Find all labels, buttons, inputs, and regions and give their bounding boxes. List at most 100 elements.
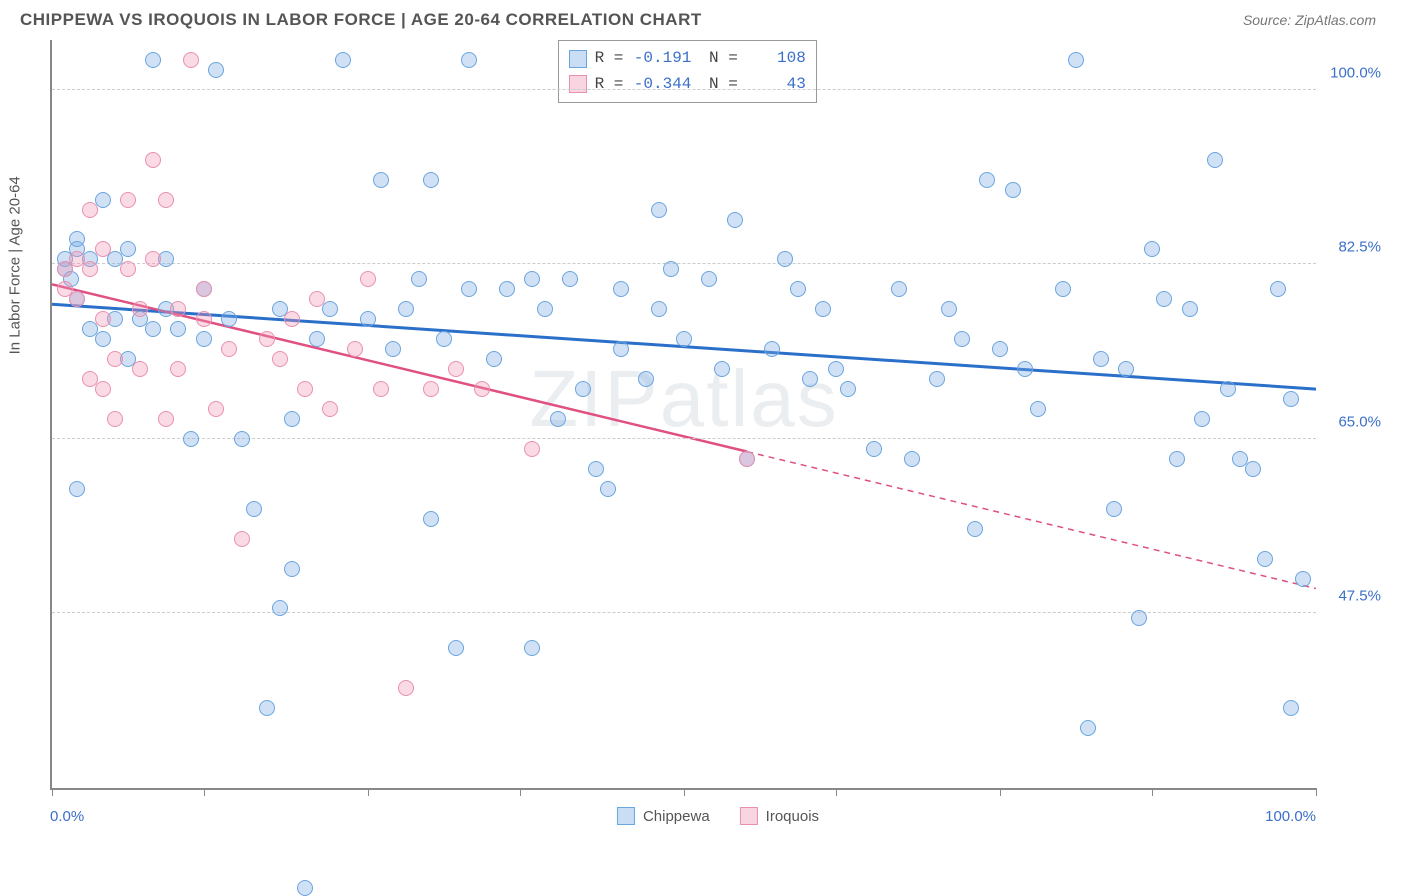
x-tick xyxy=(684,788,685,796)
scatter-point xyxy=(423,381,439,397)
scatter-point xyxy=(676,331,692,347)
scatter-point xyxy=(183,52,199,68)
scatter-point xyxy=(120,241,136,257)
x-axis-max-label: 100.0% xyxy=(1265,808,1316,825)
scatter-point xyxy=(815,301,831,317)
scatter-point xyxy=(246,501,262,517)
stat-n-value: 43 xyxy=(746,72,806,98)
scatter-point xyxy=(992,341,1008,357)
scatter-point xyxy=(145,251,161,267)
scatter-point xyxy=(461,281,477,297)
stat-r-value: -0.191 xyxy=(631,46,691,72)
scatter-point xyxy=(196,331,212,347)
scatter-point xyxy=(537,301,553,317)
scatter-point xyxy=(524,640,540,656)
scatter-point xyxy=(929,371,945,387)
stats-row: R =-0.344 N =43 xyxy=(569,72,806,98)
scatter-point xyxy=(1245,461,1261,477)
scatter-point xyxy=(82,202,98,218)
scatter-point xyxy=(524,441,540,457)
scatter-point xyxy=(221,341,237,357)
series-swatch xyxy=(569,75,587,93)
scatter-point xyxy=(69,481,85,497)
scatter-point xyxy=(145,152,161,168)
chart-title: CHIPPEWA VS IROQUOIS IN LABOR FORCE | AG… xyxy=(20,10,702,30)
scatter-point xyxy=(69,291,85,307)
scatter-point xyxy=(398,301,414,317)
scatter-point xyxy=(1017,361,1033,377)
scatter-point xyxy=(701,271,717,287)
scatter-point xyxy=(550,411,566,427)
legend-swatch xyxy=(740,807,758,825)
scatter-point xyxy=(69,231,85,247)
scatter-point xyxy=(1106,501,1122,517)
stat-n-value: 108 xyxy=(746,46,806,72)
scatter-point xyxy=(411,271,427,287)
scatter-point xyxy=(284,561,300,577)
stats-row: R =-0.191 N =108 xyxy=(569,46,806,72)
scatter-point xyxy=(423,511,439,527)
scatter-point xyxy=(1005,182,1021,198)
scatter-point xyxy=(196,311,212,327)
scatter-point xyxy=(95,241,111,257)
scatter-point xyxy=(82,261,98,277)
scatter-point xyxy=(904,451,920,467)
scatter-point xyxy=(764,341,780,357)
trend-lines xyxy=(52,40,1316,788)
x-tick xyxy=(1152,788,1153,796)
scatter-point xyxy=(284,311,300,327)
scatter-point xyxy=(221,311,237,327)
scatter-point xyxy=(448,640,464,656)
scatter-point xyxy=(638,371,654,387)
scatter-point xyxy=(802,371,818,387)
scatter-point xyxy=(183,431,199,447)
scatter-point xyxy=(423,172,439,188)
scatter-point xyxy=(170,321,186,337)
x-tick xyxy=(1316,788,1317,796)
chart-header: CHIPPEWA VS IROQUOIS IN LABOR FORCE | AG… xyxy=(0,0,1406,40)
scatter-point xyxy=(1194,411,1210,427)
scatter-point xyxy=(1156,291,1172,307)
x-tick xyxy=(520,788,521,796)
scatter-point xyxy=(208,62,224,78)
scatter-point xyxy=(727,212,743,228)
scatter-point xyxy=(613,281,629,297)
scatter-point xyxy=(234,431,250,447)
legend-item: Iroquois xyxy=(740,807,819,825)
scatter-point xyxy=(588,461,604,477)
stat-n-label: N = xyxy=(699,72,737,98)
scatter-point xyxy=(1283,391,1299,407)
scatter-point xyxy=(95,331,111,347)
scatter-point xyxy=(373,381,389,397)
scatter-point xyxy=(714,361,730,377)
scatter-point xyxy=(360,271,376,287)
y-axis-title: In Labor Force | Age 20-64 xyxy=(7,176,24,354)
scatter-point xyxy=(107,351,123,367)
scatter-point xyxy=(600,481,616,497)
x-tick xyxy=(204,788,205,796)
scatter-point xyxy=(170,361,186,377)
scatter-point xyxy=(120,261,136,277)
scatter-point xyxy=(322,301,338,317)
x-axis-min-label: 0.0% xyxy=(50,808,84,825)
scatter-point xyxy=(866,441,882,457)
scatter-point xyxy=(95,381,111,397)
scatter-point xyxy=(297,381,313,397)
scatter-point xyxy=(373,172,389,188)
stat-r-value: -0.344 xyxy=(631,72,691,98)
scatter-point xyxy=(1055,281,1071,297)
scatter-point xyxy=(941,301,957,317)
scatter-point xyxy=(651,202,667,218)
scatter-point xyxy=(1118,361,1134,377)
scatter-point xyxy=(967,521,983,537)
scatter-point xyxy=(309,291,325,307)
legend-item: Chippewa xyxy=(617,807,710,825)
scatter-point xyxy=(158,192,174,208)
y-tick-label: 100.0% xyxy=(1330,64,1381,81)
scatter-point xyxy=(954,331,970,347)
scatter-point xyxy=(272,351,288,367)
scatter-point xyxy=(1093,351,1109,367)
scatter-point xyxy=(208,401,224,417)
scatter-point xyxy=(1169,451,1185,467)
scatter-point xyxy=(1220,381,1236,397)
